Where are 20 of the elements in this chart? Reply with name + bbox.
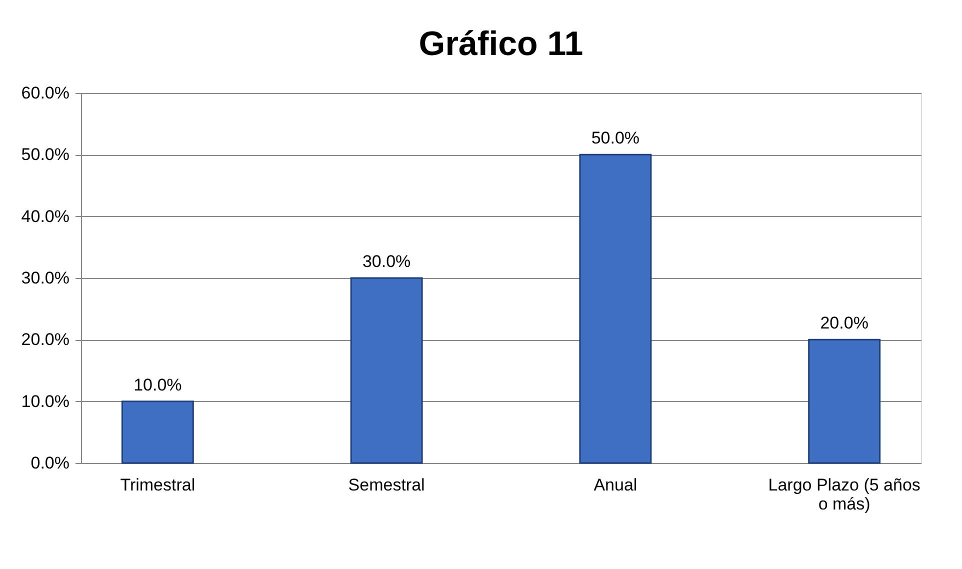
- y-tick-label: 40.0%: [21, 206, 70, 226]
- y-tick-label: 20.0%: [21, 330, 70, 350]
- bar: [808, 338, 881, 464]
- y-tick-label: 10.0%: [21, 392, 70, 411]
- chart-title: Gráfico 11: [418, 25, 584, 63]
- x-tick-label: Anual: [594, 476, 638, 494]
- data-label: 20.0%: [820, 314, 868, 333]
- x-tick-label: Semestral: [348, 476, 425, 494]
- x-tick-label: Largo Plazo (5 años o más): [768, 476, 920, 514]
- bar: [121, 400, 194, 464]
- data-label: 50.0%: [591, 128, 640, 148]
- y-tick-label: 30.0%: [21, 268, 70, 288]
- bar: [350, 277, 423, 464]
- x-tick-label: Trimestral: [120, 476, 196, 494]
- y-tick-label: 0.0%: [30, 454, 70, 472]
- y-tick-label: 60.0%: [21, 84, 70, 102]
- y-tick-label: 50.0%: [21, 145, 70, 164]
- data-label: 10.0%: [134, 375, 182, 394]
- bar: [579, 154, 652, 464]
- data-label: 30.0%: [362, 252, 411, 271]
